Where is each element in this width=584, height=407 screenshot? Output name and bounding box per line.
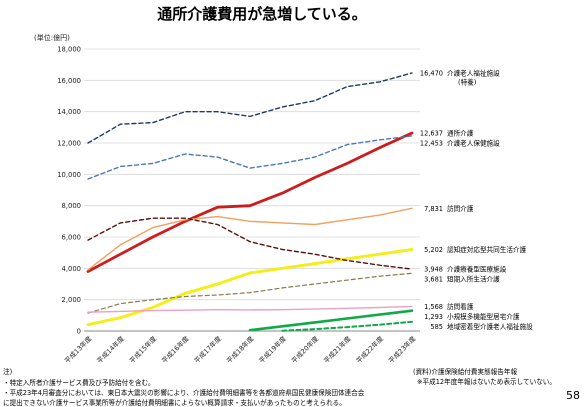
y-tick-label: 10,000 xyxy=(57,171,81,179)
x-tick-label: 平成13年度 xyxy=(62,334,93,365)
series-value-label: 7,831 xyxy=(424,205,443,213)
source-label: (資料)介護保険給付費実態報告年報 xyxy=(413,368,518,376)
note-line: ・特定入所者介護サービス費及び予防給付を含む。 xyxy=(3,379,155,387)
series-name-label: 訪問看護 xyxy=(447,302,474,311)
gridlines xyxy=(84,48,420,332)
series-name-label: 通所介護 xyxy=(447,129,474,138)
series-value-label: 12,637 xyxy=(420,130,443,138)
x-tick-label: 平成20年度 xyxy=(289,334,320,365)
series-line xyxy=(248,309,414,332)
y-tick-label: 14,000 xyxy=(57,108,81,116)
y-axis-unit-label: (単位:億円) xyxy=(34,33,70,42)
y-tick-label: 12,000 xyxy=(57,140,81,148)
series-sub-label: (特養) xyxy=(458,77,476,86)
series-value-label: 1,568 xyxy=(424,303,443,311)
y-tick-label: 16,000 xyxy=(57,77,81,85)
y-tick-label: 4,000 xyxy=(62,265,81,273)
series-line xyxy=(86,131,414,273)
series-value-label: 16,470 xyxy=(420,69,443,77)
x-tick-label: 平成23年度 xyxy=(386,334,417,365)
series-name-label: 認知症対応型共同生活介護 xyxy=(447,245,527,254)
y-tick-label: 0 xyxy=(77,328,81,336)
x-tick-label: 平成19年度 xyxy=(257,334,288,365)
series-value-label: 5,202 xyxy=(424,246,443,254)
x-tick-label: 平成16年度 xyxy=(160,334,191,365)
x-tick-label: 平成14年度 xyxy=(95,334,126,365)
series-name-label: 地域密着型介護老人福祉施設 xyxy=(447,322,533,331)
y-axis-ticks: 0 2,000 4,000 6,000 8,000 10,000 12,000 14,000 1… xyxy=(57,46,81,336)
x-tick-label: 平成17年度 xyxy=(192,334,223,365)
source-note: ※平成12年度年報はないため表示していない。 xyxy=(417,378,556,386)
x-tick-label: 平成21年度 xyxy=(322,334,353,365)
series-line xyxy=(87,272,413,314)
page-number: 58 xyxy=(566,389,580,402)
series-end-labels: 16,470 介護老人福祉施設(特養) 12,637 通所介護 12,453 介護老人保健… xyxy=(420,68,533,330)
note-line: ・平成23年4月審査分においては、東日本大震災の影響により、介護給付費明細書等を… xyxy=(3,389,365,397)
x-axis-ticks: 平成13年度 平成14年度 平成15年度 平成16年度 平成17年度 平成18年度 平成19… xyxy=(62,334,417,365)
x-tick-label: 平成22年度 xyxy=(354,334,385,365)
series-lines xyxy=(86,72,414,332)
series-name-label: 訪問介護 xyxy=(447,204,474,213)
series-line xyxy=(87,207,413,271)
series-name-label: 短期入所生活介護 xyxy=(447,275,500,284)
series-line xyxy=(281,320,413,332)
series-name-label: 小規模多機能型居宅介護 xyxy=(447,312,520,321)
y-tick-label: 2,000 xyxy=(62,296,81,304)
series-line xyxy=(87,305,413,313)
y-tick-label: 18,000 xyxy=(57,46,81,54)
x-tick-label: 平成15年度 xyxy=(127,334,158,365)
series-name-label: 介護老人福祉施設 xyxy=(447,68,500,77)
series-value-label: 3,681 xyxy=(424,276,443,284)
series-line xyxy=(87,72,413,144)
series-value-label: 1,293 xyxy=(424,313,443,321)
series-name-label: 介護老人保健施設 xyxy=(447,139,500,148)
y-tick-label: 8,000 xyxy=(62,202,81,210)
series-value-label: 585 xyxy=(430,323,443,331)
series-value-label: 12,453 xyxy=(420,140,443,148)
x-tick-label: 平成18年度 xyxy=(224,334,255,365)
series-line xyxy=(87,217,413,270)
series-name-label: 介護療養型医療施設 xyxy=(447,265,507,274)
notes-heading: 注) xyxy=(3,368,13,376)
series-value-label: 3,948 xyxy=(424,266,443,274)
y-tick-label: 6,000 xyxy=(62,234,81,242)
series-line xyxy=(86,248,414,327)
series-line xyxy=(87,135,413,180)
chart-title: 通所介護費用が急増している。 xyxy=(157,5,367,23)
note-line: に提出できない介護サービス事業所等が介護給付費明細書によらない概算請求・支払いが… xyxy=(3,399,346,407)
